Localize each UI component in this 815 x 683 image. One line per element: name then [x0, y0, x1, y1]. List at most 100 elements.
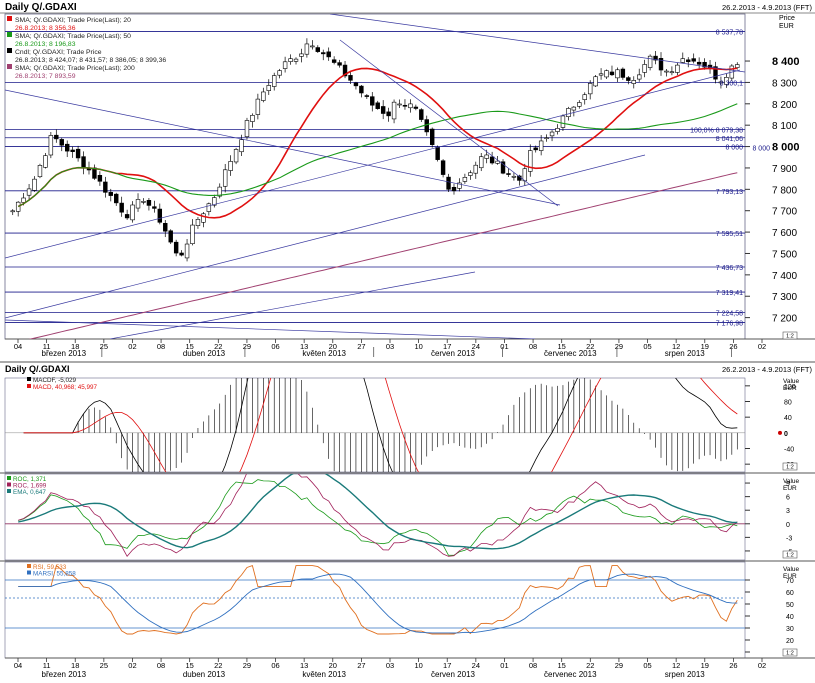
- legend-value: 26.8.2013; 8 356,36: [15, 25, 76, 32]
- candle-body: [457, 182, 462, 189]
- candle-body: [114, 193, 119, 204]
- rsi-line: [18, 564, 738, 635]
- candle-body: [435, 147, 440, 160]
- candle-body: [64, 143, 70, 152]
- month-label: březen 2013: [42, 349, 87, 358]
- x-tick-label: 18: [71, 661, 79, 670]
- level-label: 8 041,06: [716, 136, 743, 143]
- y-tick-label: 8 000: [772, 142, 800, 154]
- value-label: Value: [783, 566, 800, 573]
- y-tick-label: 40: [784, 415, 792, 422]
- x-tick-label: 22: [586, 661, 594, 670]
- candle-body: [321, 52, 326, 55]
- x-tick-label: 02: [758, 342, 766, 351]
- roc-line-2: [18, 474, 738, 557]
- candle-body: [658, 58, 664, 71]
- candle-body: [669, 71, 675, 74]
- candle-body: [500, 161, 506, 174]
- macd-range: 26.2.2013 - 4.9.2013 (FFT): [722, 365, 813, 374]
- trend-line: [329, 14, 745, 73]
- candle-body: [533, 147, 538, 151]
- marsi-line: [18, 573, 738, 634]
- x-tick-label: 10: [414, 661, 422, 670]
- currency-label: EUR: [783, 573, 797, 580]
- candle-body: [282, 61, 288, 69]
- legend-name: SMA; Q/.GDAXI; Trade Price(Last); 50: [15, 33, 131, 40]
- x-tick-label: 03: [386, 661, 394, 670]
- candle-body: [615, 69, 620, 79]
- legend-swatch: [7, 489, 11, 493]
- x-tick-label: 24: [472, 661, 480, 670]
- candle-body: [293, 58, 299, 62]
- candle-body: [179, 252, 184, 256]
- corner-badge: 1:2: [782, 648, 798, 657]
- macd-title: Daily Q/.GDAXI: [5, 364, 70, 374]
- trend-line: [109, 271, 476, 339]
- currency-label: EUR: [783, 485, 797, 492]
- candle-body: [342, 64, 348, 77]
- level-label: 7 224,58: [716, 310, 743, 317]
- level-label: 8 000: [725, 145, 743, 152]
- x-tick-label: 08: [157, 661, 165, 670]
- candle-body: [538, 140, 544, 151]
- candle-body: [201, 213, 206, 223]
- candle-body: [54, 134, 59, 140]
- candle-body: [577, 102, 582, 107]
- y-tick-label: 0: [786, 522, 790, 529]
- month-label: duben 2013: [183, 349, 226, 358]
- y-tick-label: -40: [784, 447, 794, 454]
- corner-badge-box: [782, 462, 798, 471]
- candle-body: [157, 208, 163, 223]
- candle-body: [642, 64, 647, 73]
- y-tick-label: 30: [786, 626, 794, 633]
- candle-body: [637, 74, 642, 80]
- y-tick-label: 7 600: [772, 228, 797, 239]
- value-label: Value: [783, 478, 800, 485]
- candle-body: [593, 76, 598, 87]
- candle-body: [337, 62, 342, 66]
- main-plot: [5, 14, 745, 339]
- candle-body: [97, 175, 103, 182]
- candle-body: [473, 164, 478, 174]
- x-tick-label: 22: [214, 661, 222, 670]
- legend-name: MACDF, -5,029: [33, 377, 77, 384]
- currency-label: EUR: [779, 23, 794, 30]
- x-tick-label: 12: [672, 342, 680, 351]
- x-tick-label: 27: [357, 342, 365, 351]
- x-tick-label: 19: [701, 661, 709, 670]
- candle-body: [675, 64, 680, 73]
- candle-body: [468, 172, 473, 176]
- candle-body: [419, 109, 424, 120]
- candle-body: [440, 160, 446, 175]
- macd-plot: [5, 378, 745, 472]
- month-label: červenec 2013: [544, 349, 597, 358]
- candle-body: [544, 137, 549, 140]
- trend-line: [5, 89, 561, 206]
- candle-body: [228, 161, 233, 171]
- candle-body: [413, 106, 419, 109]
- candle-body: [479, 156, 484, 169]
- candle-body: [691, 58, 696, 62]
- candle-body: [696, 61, 702, 65]
- rsi-plot-frame: [4, 561, 746, 659]
- x-tick-label: 08: [529, 661, 537, 670]
- legend-name: MACD, 40,968; 45,997: [33, 384, 98, 391]
- candle-body: [266, 85, 271, 91]
- candle-body: [370, 96, 375, 106]
- candle-body: [506, 173, 511, 175]
- candle-body: [190, 224, 195, 245]
- candle-body: [353, 82, 359, 87]
- roc-plot: [5, 474, 745, 557]
- candle-body: [397, 103, 402, 106]
- legend-swatch: [7, 476, 11, 480]
- candle-body: [429, 128, 435, 145]
- x-tick-label: 04: [14, 342, 22, 351]
- y-tick-label: 7 700: [772, 207, 797, 218]
- corner-badge-label: 1:2: [786, 553, 794, 559]
- x-tick-label: 29: [615, 342, 623, 351]
- corner-badge-label: 1:2: [786, 651, 794, 657]
- candle-body: [37, 165, 43, 178]
